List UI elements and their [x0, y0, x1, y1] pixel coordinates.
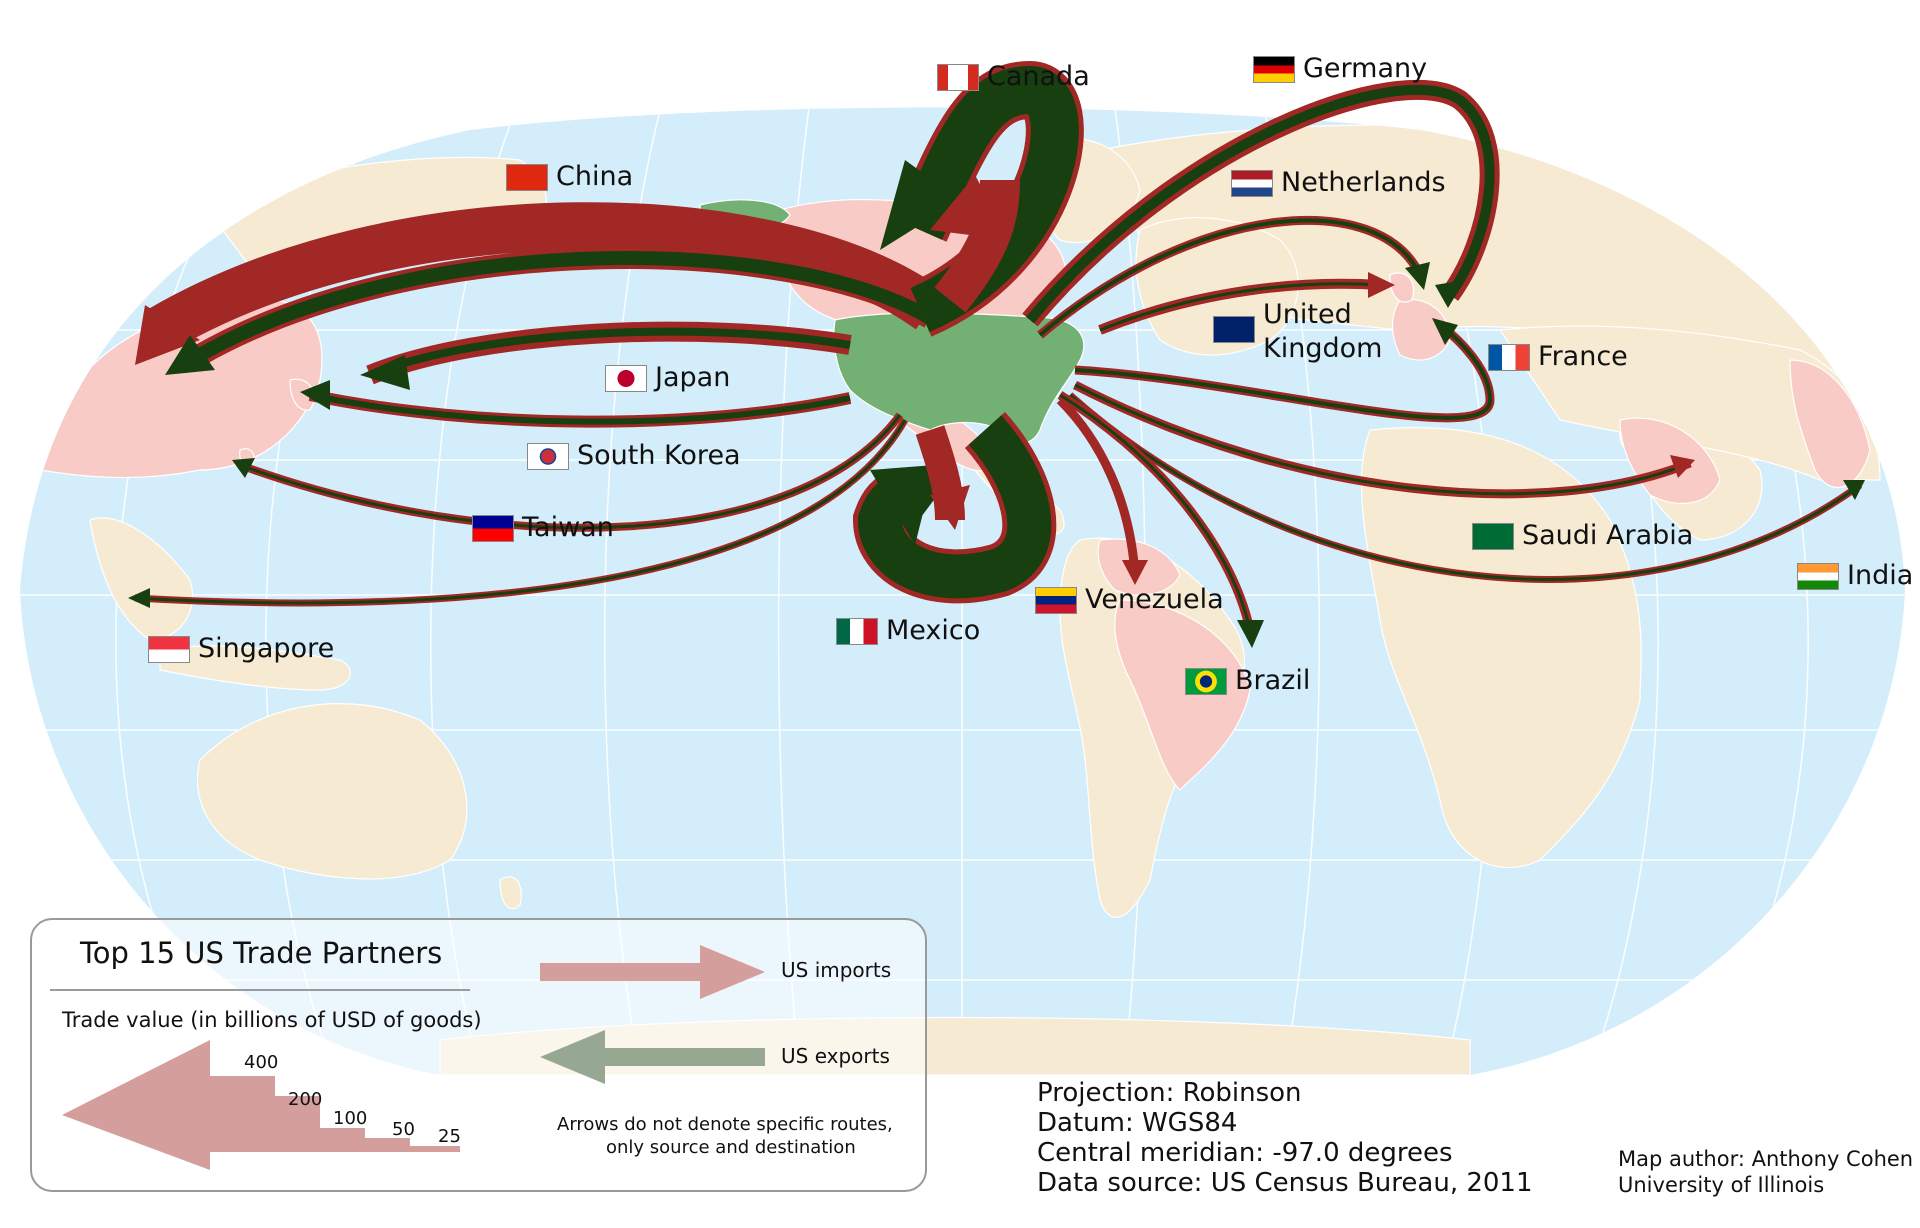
legend-note-line1: Arrows do not denote specific routes,	[557, 1114, 893, 1135]
taiwan-flag-icon	[472, 515, 514, 542]
label-south-korea: South Korea	[527, 439, 741, 473]
label-china: China	[506, 160, 633, 194]
label-brazil: Brazil	[1185, 664, 1310, 698]
label-venezuela: Venezuela	[1035, 583, 1224, 617]
singapore-flag-icon	[148, 636, 190, 663]
label-taiwan: Taiwan	[472, 511, 614, 545]
netherlands-flag-icon	[1231, 170, 1273, 197]
saudi-arabia-flag-icon	[1472, 523, 1514, 550]
source-text: Data source: US Census Bureau, 2011	[1037, 1168, 1533, 1198]
legend-scale-400: 400	[244, 1052, 279, 1073]
india-flag-icon	[1797, 563, 1839, 590]
institution-text: University of Illinois	[1618, 1173, 1825, 1197]
legend-imports-label: US imports	[781, 958, 892, 982]
legend-scale-100: 100	[333, 1108, 368, 1129]
legend-subtitle: Trade value (in billions of USD of goods…	[62, 1008, 482, 1032]
brazil-flag-icon	[1185, 668, 1227, 695]
arrow-china-import	[147, 202, 945, 351]
label-mexico: Mexico	[836, 614, 980, 648]
france-flag-icon	[1488, 344, 1530, 371]
label-canada: Canada	[937, 60, 1090, 94]
legend-exports-label: US exports	[781, 1044, 890, 1068]
legend-scale-200: 200	[288, 1089, 323, 1110]
mexico-flag-icon	[836, 618, 878, 645]
venezuela-flag-icon	[1035, 587, 1077, 614]
trade-arrows	[128, 60, 1865, 648]
arrow-venezuela	[1056, 396, 1140, 576]
legend-note-line2: only source and destination	[606, 1137, 856, 1158]
arrow-china-import-head	[135, 305, 200, 365]
label-germany: Germany	[1253, 52, 1427, 86]
legend-box	[30, 918, 927, 1192]
label-singapore: Singapore	[148, 632, 334, 666]
uk-flag-icon	[1213, 316, 1255, 343]
meridian-text: Central meridian: -97.0 degrees	[1037, 1138, 1453, 1168]
south-korea-flag-icon	[527, 443, 569, 470]
canada-flag-icon	[937, 64, 979, 91]
map-author: Map author: Anthony Cohen University of …	[1618, 1146, 1913, 1198]
label-india: India	[1797, 559, 1913, 593]
author-text: Map author: Anthony Cohen	[1618, 1147, 1914, 1171]
usa	[833, 312, 1085, 444]
china-flag-icon	[506, 164, 548, 191]
legend-scale-25: 25	[438, 1126, 461, 1147]
map-metadata: Projection: Robinson Datum: WGS84 Centra…	[1037, 1078, 1533, 1198]
label-saudi-arabia: Saudi Arabia	[1472, 519, 1693, 553]
japan-flag-icon	[605, 365, 647, 392]
germany-flag-icon	[1253, 56, 1295, 83]
label-japan: Japan	[605, 361, 730, 395]
projection-text: Projection: Robinson	[1037, 1078, 1302, 1108]
label-united-kingdom: United Kingdom	[1213, 298, 1382, 366]
legend-title: Top 15 US Trade Partners	[80, 936, 443, 970]
label-netherlands: Netherlands	[1231, 166, 1446, 200]
label-france: France	[1488, 340, 1628, 374]
legend-scale-50: 50	[392, 1119, 415, 1140]
datum-text: Datum: WGS84	[1037, 1108, 1238, 1138]
